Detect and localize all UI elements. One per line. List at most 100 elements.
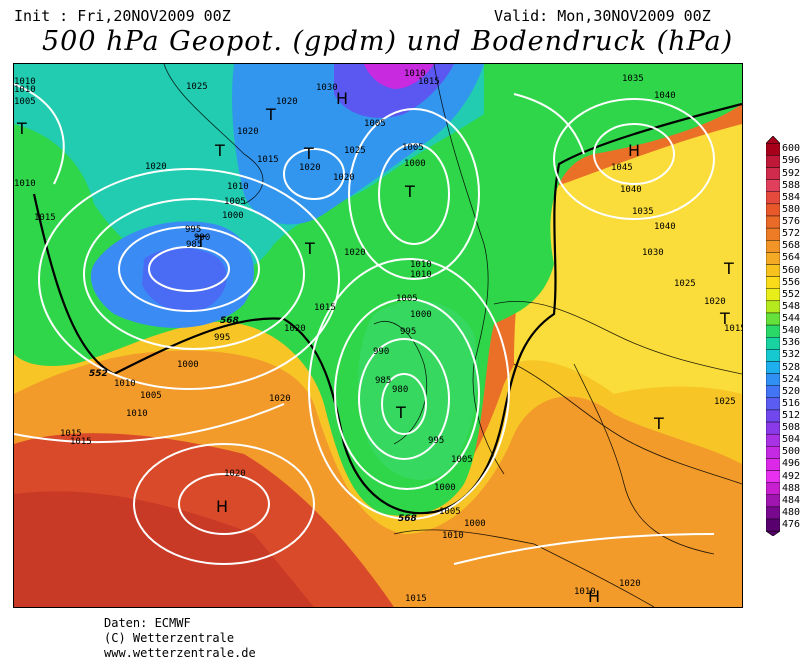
isobar-label: 1000 — [410, 310, 432, 320]
isobar-label: 1015 — [314, 303, 336, 313]
legend-swatch — [766, 227, 780, 241]
weather-map: 1010 1005 1025 1030 1010 1015 1035 1040 … — [13, 63, 743, 608]
color-scale-legend — [766, 136, 780, 536]
legend-swatch — [766, 324, 780, 338]
isobar-label: 1010 — [14, 85, 36, 95]
isobar-label: 1010 — [227, 182, 249, 192]
isobar-label: 1045 — [611, 163, 633, 173]
legend-value-label: 580 — [782, 203, 801, 215]
legend-swatch — [766, 373, 780, 386]
legend-value-label: 536 — [782, 337, 801, 349]
legend-value-label: 544 — [782, 313, 801, 325]
high-marker: H — [588, 587, 600, 606]
isobar-label: 1025 — [344, 146, 366, 156]
legend-swatch — [766, 470, 780, 483]
legend-value-label: 560 — [782, 264, 801, 276]
isobar-label: 1010 — [126, 409, 148, 419]
isobar-label: 1000 — [177, 360, 199, 370]
isobar-label: 1005 — [364, 119, 386, 129]
legend-swatch — [766, 215, 780, 229]
legend-value-label: 508 — [782, 422, 801, 434]
legend-value-label: 520 — [782, 385, 801, 397]
legend-value-label: 488 — [782, 482, 801, 494]
legend-value-label: 504 — [782, 434, 801, 446]
legend-swatch — [766, 494, 780, 508]
isobar-label: 1040 — [654, 222, 676, 232]
isobar-label: 1015 — [34, 213, 56, 223]
legend-swatch — [766, 191, 780, 205]
isobar-label: 1020 — [284, 324, 306, 334]
low-marker: T — [723, 259, 734, 278]
legend-swatch — [766, 397, 780, 411]
isobar-label: 1005 — [396, 294, 418, 304]
low-marker: T — [719, 309, 730, 328]
isobar-label: 1015 — [60, 429, 82, 439]
isobar-label: 1035 — [622, 74, 644, 84]
low-marker: T — [304, 239, 315, 258]
isobar-label: 1005 — [140, 391, 162, 401]
contour-label-layer: 1010 1005 1025 1030 1010 1015 1035 1040 … — [14, 69, 742, 604]
legend-value-label: 576 — [782, 216, 801, 228]
isobar-label: 1000 — [222, 211, 244, 221]
isobar-label: 1020 — [237, 127, 259, 137]
isobar-label: 1010 — [114, 379, 136, 389]
isobar-label: 1010 — [14, 77, 36, 87]
isobar-label: 990 — [373, 347, 389, 357]
west-low-core — [142, 247, 227, 313]
isobar-label: 1010 — [442, 531, 464, 541]
copyright-text: (C) Wetterzentrale — [104, 631, 235, 645]
isobar-label: 995 — [214, 333, 230, 343]
valid-time: Valid: Mon,30NOV2009 00Z — [494, 7, 711, 25]
legend-value-label: 532 — [782, 349, 801, 361]
low-marker: T — [404, 182, 415, 201]
isobar-label: 1015 — [418, 77, 440, 87]
legend-value-label: 476 — [782, 519, 801, 531]
isobar-label: 1030 — [316, 83, 338, 93]
legend-value-label: 540 — [782, 325, 801, 337]
isobar-label: 1015 — [257, 155, 279, 165]
legend-value-label: 528 — [782, 361, 801, 373]
legend-swatch — [766, 288, 780, 302]
legend-swatch — [766, 518, 780, 532]
isobar-label: 1035 — [632, 207, 654, 217]
legend-swatch — [766, 300, 780, 314]
isobar-label: 1015 — [724, 324, 742, 334]
high-marker: H — [336, 89, 348, 108]
map-title: 500 hPa Geopot. (gpdm) und Bodendruck (h… — [42, 26, 734, 57]
isobar-label: 995 — [185, 225, 201, 235]
legend-value-label: 568 — [782, 240, 801, 252]
legend-swatch — [766, 155, 780, 168]
weather-map-canvas: 1010 1005 1025 1030 1010 1015 1035 1040 … — [14, 64, 742, 607]
isobar-label: 1000 — [464, 519, 486, 529]
isobar-label: 1025 — [674, 279, 696, 289]
isobar-label: 1040 — [620, 185, 642, 195]
isobar-label: 1020 — [299, 163, 321, 173]
data-source: Daten: ECMWF — [104, 616, 191, 630]
legend-swatch — [766, 264, 780, 277]
legend-swatch — [766, 276, 780, 289]
isobar-label: 1015 — [70, 437, 92, 447]
legend-value-label: 584 — [782, 191, 801, 203]
isobar-label: 1010 — [14, 179, 36, 189]
north-blue-region — [232, 64, 484, 225]
legend-value-label: 600 — [782, 143, 801, 155]
pressure-markers: H H H H T T T T T T T T T T T — [16, 89, 734, 606]
isobar-label: 985 — [375, 376, 391, 386]
low-marker: T — [303, 144, 314, 163]
legend-swatch — [766, 482, 780, 495]
isobars — [14, 83, 715, 565]
isobar-label: 1020 — [344, 248, 366, 258]
isobar-label: 1010 — [404, 69, 426, 79]
isobar-label: 1020 — [333, 173, 355, 183]
low-marker: T — [195, 232, 206, 251]
low-marker: T — [653, 414, 664, 433]
legend-value-label: 496 — [782, 458, 801, 470]
isobar-label: 1020 — [276, 97, 298, 107]
low-marker: T — [214, 141, 225, 160]
legend-swatch — [766, 252, 780, 265]
isobar-label: 1020 — [145, 162, 167, 172]
geopot-label: 552 — [89, 369, 108, 379]
isobar-label: 1000 — [404, 159, 426, 169]
isobar-label: 1010 — [574, 587, 596, 597]
legend-swatch — [766, 337, 780, 350]
